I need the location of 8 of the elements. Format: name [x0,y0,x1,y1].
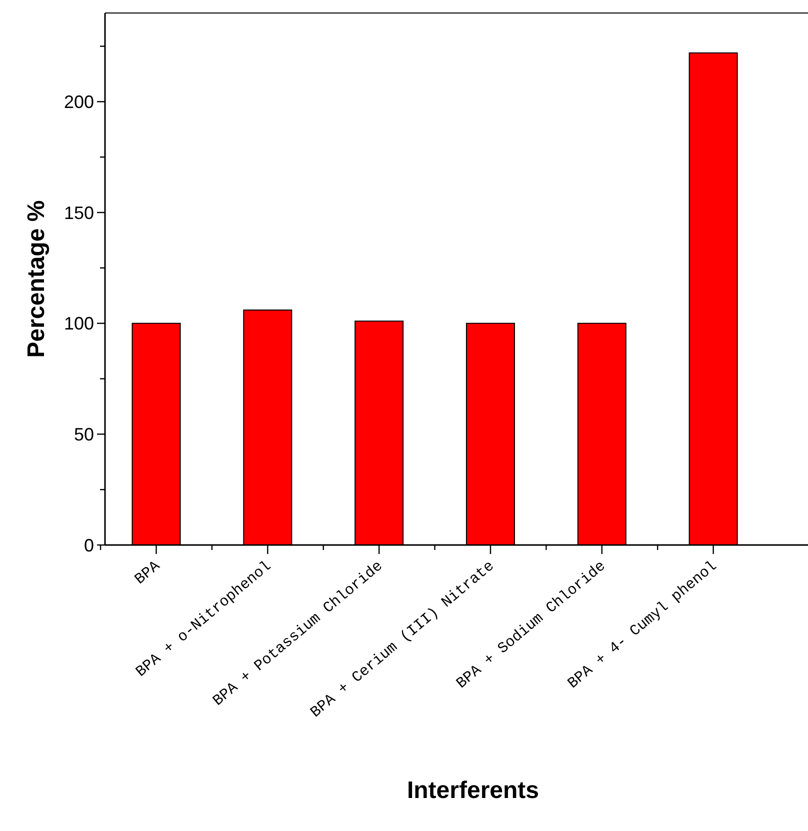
y-axis-title: Percentage % [23,200,50,358]
y-tick-label: 200 [64,92,94,112]
x-axis-title: Interferents [406,777,540,804]
y-tick-label: 100 [64,314,94,334]
y-tick-label: 50 [74,424,94,444]
y-tick-label: 150 [64,202,94,223]
x-tick-label: BPA [132,558,164,588]
y-tick-label: 0 [84,535,94,556]
